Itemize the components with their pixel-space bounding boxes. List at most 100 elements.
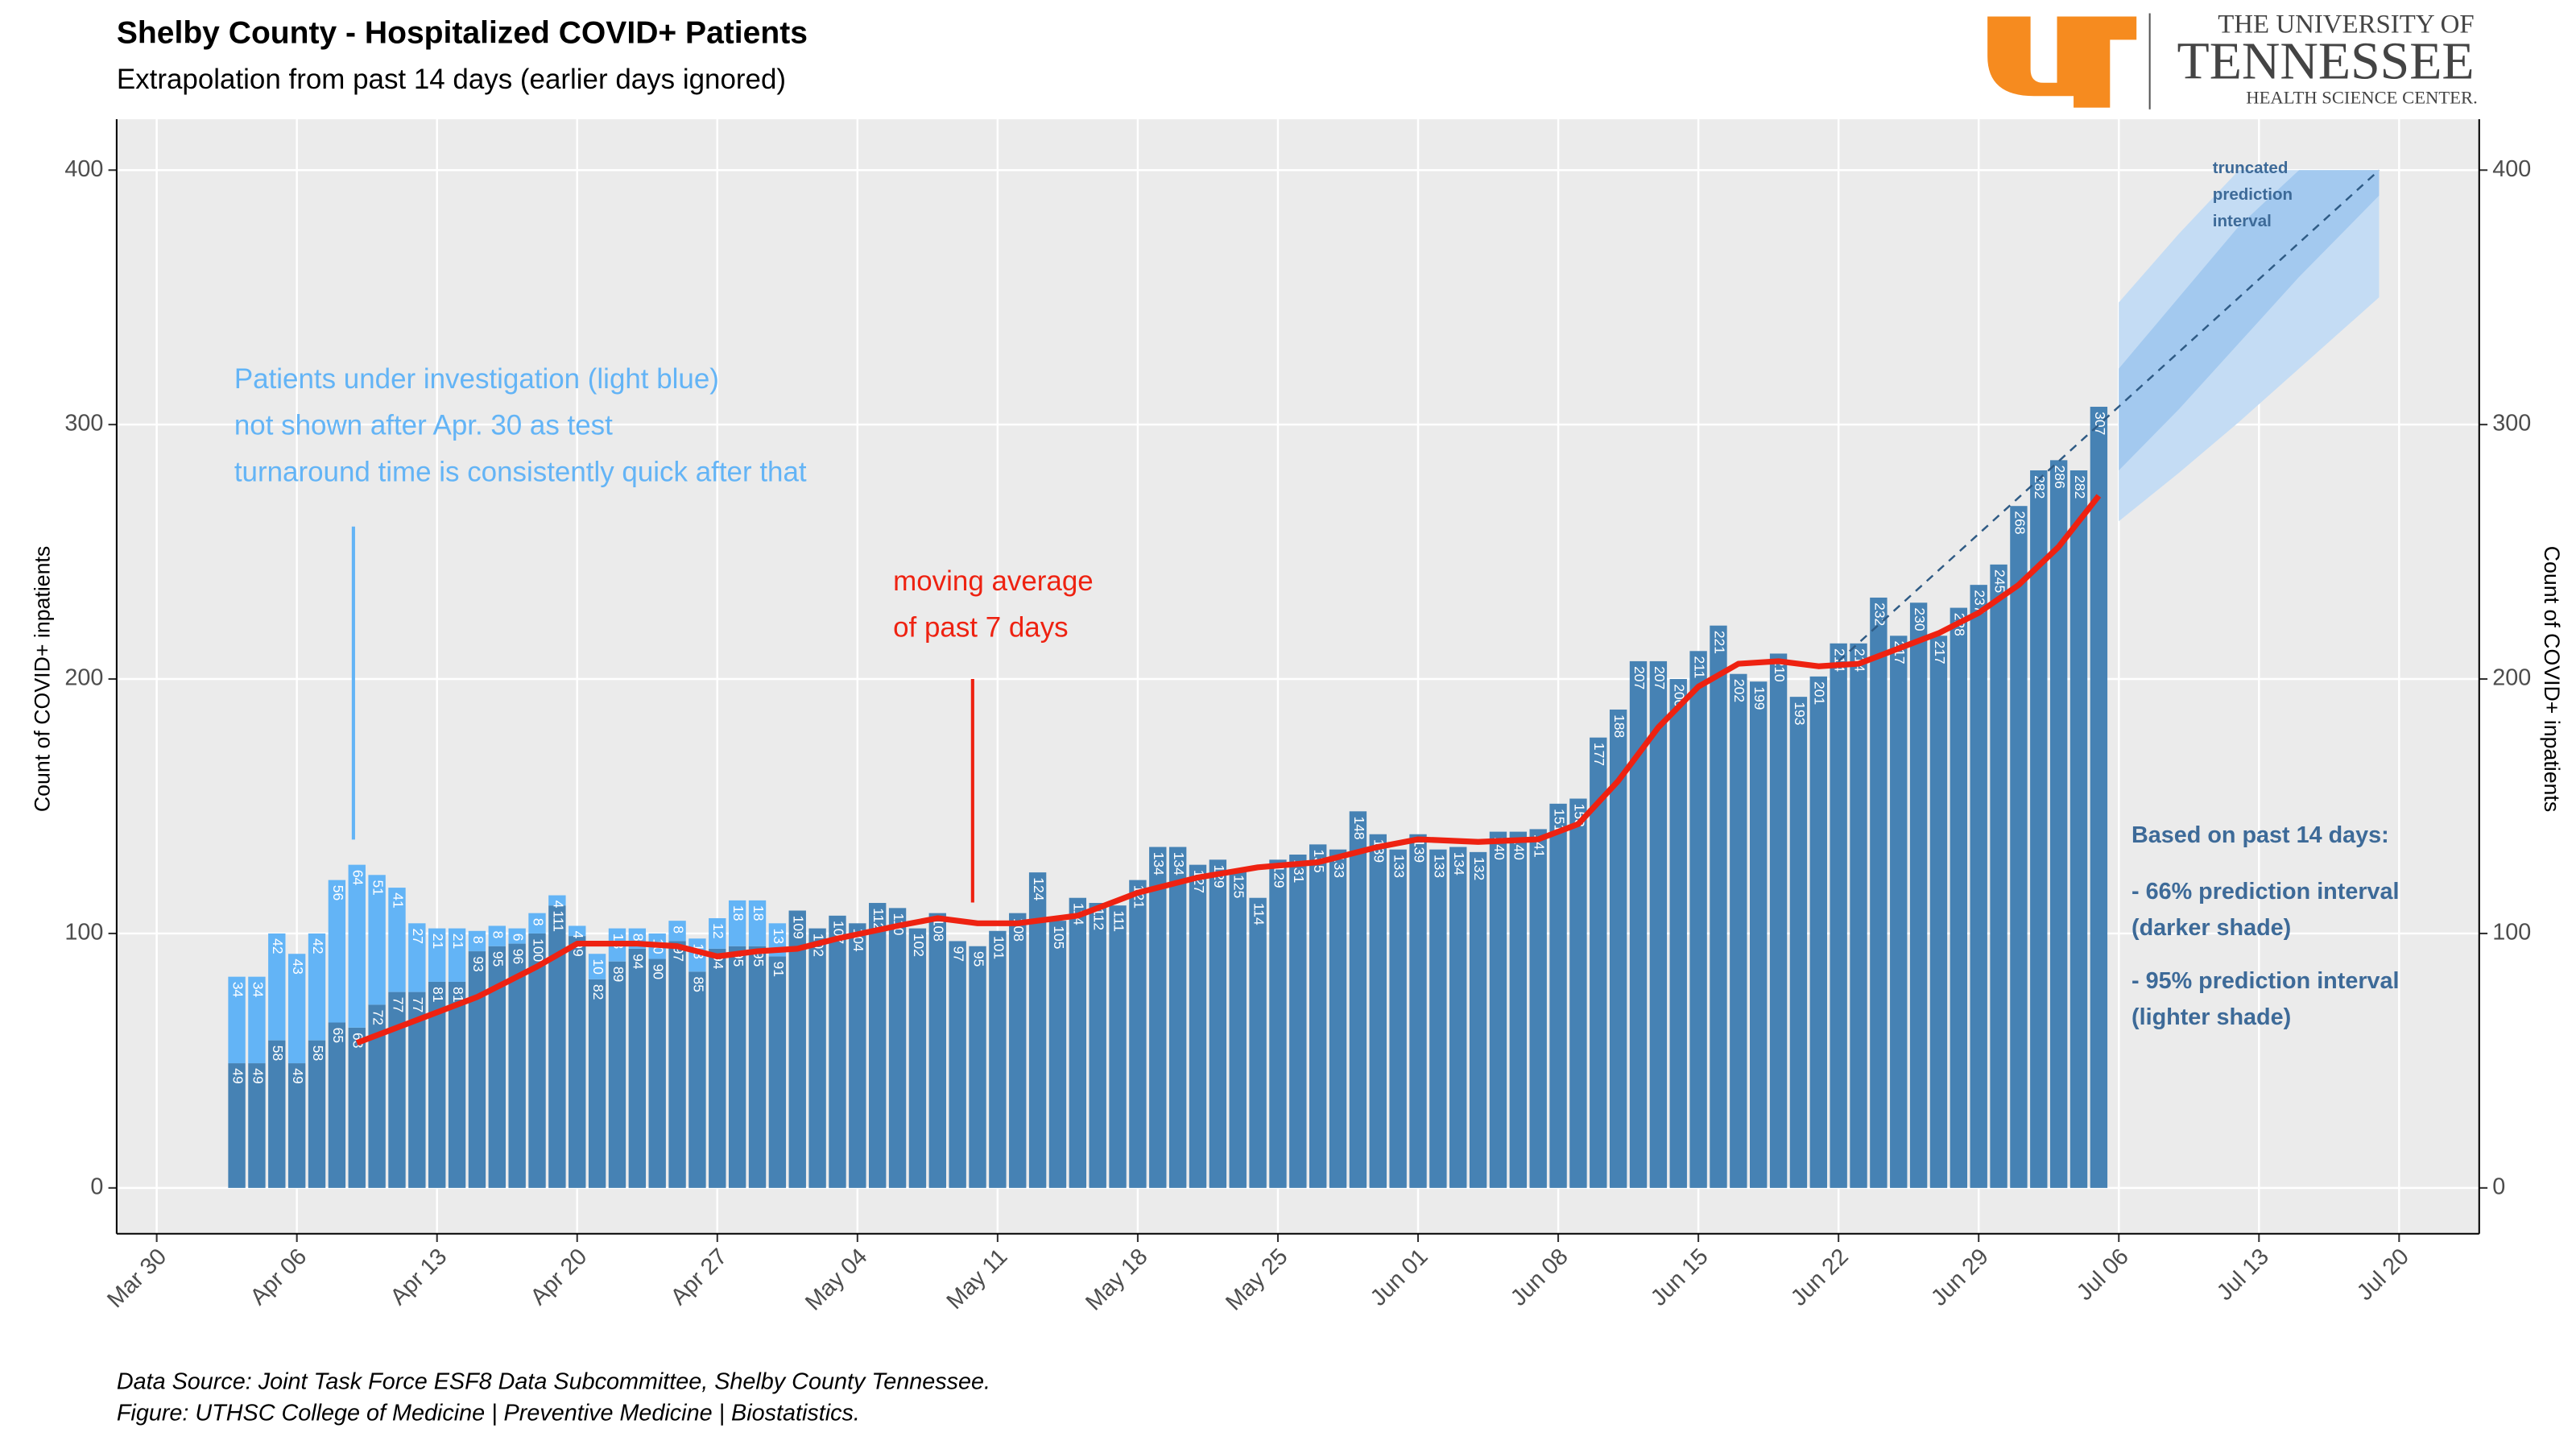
bar	[588, 979, 606, 1188]
bar-label: 188	[1611, 714, 1627, 738]
bar-label: 134	[1451, 852, 1467, 876]
bar	[668, 921, 686, 942]
x-tick-label: Mar 30	[102, 1244, 172, 1313]
bar-label: 6	[511, 934, 527, 942]
x-tick-label: May 25	[1221, 1244, 1292, 1315]
bar	[1069, 897, 1087, 1188]
bar-label: 282	[2032, 475, 2048, 499]
bar	[368, 1004, 386, 1188]
bar-label: 202	[1731, 679, 1747, 702]
bar	[1950, 607, 1968, 1188]
bar-label: 77	[410, 997, 426, 1012]
bar	[1269, 859, 1287, 1188]
bar	[1449, 847, 1467, 1188]
pui-annotation: not shown after Apr. 30 as test	[234, 410, 613, 441]
truncated-note: interval	[2213, 212, 2272, 230]
bar	[908, 928, 927, 1188]
y-tick-label: 200	[64, 665, 103, 691]
bar	[1750, 681, 1768, 1188]
bar	[2030, 470, 2048, 1188]
footer: Figure: UTHSC College of Medicine | Prev…	[117, 1400, 860, 1426]
y2-tick-label: 200	[2492, 665, 2531, 691]
interval-note: (darker shade)	[2132, 915, 2291, 941]
bar	[808, 928, 826, 1188]
bar-label: 8	[631, 934, 647, 942]
bar	[949, 941, 966, 1188]
bar	[1689, 651, 1707, 1188]
bar-label: 72	[370, 1010, 386, 1025]
pui-annotation: turnaround time is consistently quick af…	[234, 456, 807, 487]
bar-label: 221	[1711, 631, 1727, 654]
bar-label: 95	[490, 951, 507, 967]
x-tick-label: Jun 15	[1646, 1244, 1714, 1311]
bar	[849, 923, 866, 1188]
bar-label: 42	[310, 938, 326, 954]
bar	[688, 971, 706, 1188]
bar	[768, 956, 787, 1188]
bar	[1168, 847, 1187, 1188]
bar	[328, 880, 346, 1023]
bar	[428, 928, 446, 982]
bar-label: 89	[610, 967, 626, 982]
bar	[969, 946, 986, 1188]
bar	[1590, 737, 1607, 1188]
bar-label: 97	[951, 946, 967, 962]
bar	[569, 925, 586, 937]
bar-label: 58	[270, 1045, 286, 1061]
bar-label: 134	[1171, 852, 1187, 876]
bar-label: 18	[750, 905, 767, 921]
bar-label: 82	[590, 984, 606, 1000]
bar	[488, 946, 506, 1188]
interval-note: (lighter shade)	[2132, 1004, 2291, 1030]
x-tick-label: Apr 27	[666, 1244, 733, 1310]
bar	[1830, 643, 1847, 1188]
logo-text: THE UNIVERSITY OF	[2218, 10, 2474, 39]
bar-label: 124	[1031, 877, 1047, 900]
bar	[1609, 709, 1627, 1188]
bar	[1909, 602, 1928, 1188]
x-tick-label: Jun 01	[1366, 1244, 1433, 1311]
bar	[228, 1063, 246, 1188]
bar-label: 193	[1792, 702, 1808, 725]
y-tick-label: 400	[64, 156, 103, 182]
x-tick-label: May 18	[1081, 1244, 1152, 1315]
bar	[2049, 460, 2068, 1188]
bar-label: 93	[470, 956, 486, 971]
x-tick-label: May 04	[800, 1244, 872, 1315]
bar-label: 114	[1251, 903, 1267, 925]
bar-label: 49	[290, 1068, 306, 1083]
bar-label: 109	[791, 916, 807, 939]
bar	[569, 936, 586, 1188]
bar-label: 125	[1231, 875, 1247, 898]
bar	[528, 933, 546, 1188]
bar	[1349, 811, 1367, 1188]
bar	[408, 992, 426, 1188]
x-tick-label: May 11	[942, 1244, 1013, 1314]
bar	[1509, 831, 1528, 1188]
y2-tick-label: 100	[2492, 920, 2531, 946]
bar-label: 102	[911, 934, 927, 957]
bar-label: 91	[771, 962, 787, 977]
bar-label: 42	[270, 938, 286, 954]
logo: THE UNIVERSITY OF TENNESSEE HEALTH SCIEN…	[1987, 10, 2478, 110]
y2-tick-label: 300	[2492, 411, 2531, 437]
bar	[248, 1063, 266, 1188]
bar	[688, 938, 706, 972]
x-tick-label: Jun 08	[1506, 1244, 1573, 1311]
bar-label: 199	[1751, 686, 1768, 710]
bar-label: 8	[490, 931, 507, 939]
bar	[1870, 597, 1888, 1188]
bar-label: 177	[1591, 743, 1607, 766]
bar	[508, 943, 526, 1188]
bar	[588, 954, 606, 979]
bar-label: 217	[1932, 640, 1948, 664]
bar-label: 96	[511, 949, 527, 964]
bar	[1489, 831, 1507, 1188]
bar-label: 49	[229, 1068, 246, 1083]
bar-label: 230	[1912, 607, 1928, 631]
ma-annotation: of past 7 days	[893, 612, 1069, 644]
bar	[268, 1040, 286, 1188]
interval-note: - 95% prediction interval	[2132, 968, 2400, 994]
bar	[728, 946, 746, 1188]
bar	[2090, 407, 2108, 1188]
